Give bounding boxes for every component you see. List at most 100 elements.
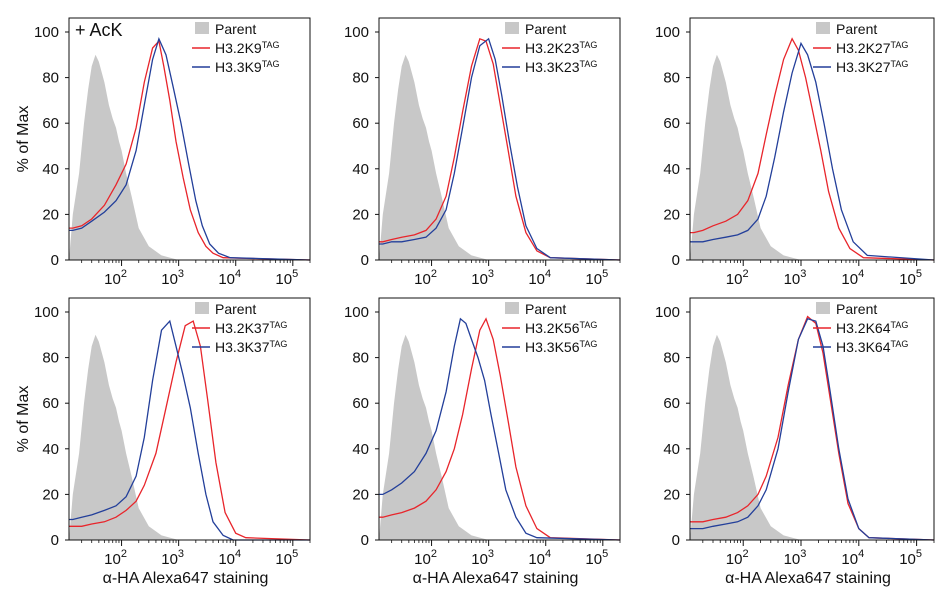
legend-label: Parent (836, 301, 877, 317)
legend-label: H3.2K23TAG (525, 40, 597, 56)
y-axis-label: % of Max (15, 386, 32, 453)
legend-label-base: H3.2K64 (836, 320, 891, 336)
y-tick-label: 60 (42, 115, 59, 132)
tick-base: 10 (471, 271, 488, 288)
y-tick-label: 80 (42, 350, 59, 367)
parent-histogram-area (379, 334, 620, 540)
parent-histogram-area (690, 54, 934, 260)
tick-base: 10 (218, 271, 235, 288)
series-line-h32k64 (690, 315, 935, 541)
series-line-h32k27 (690, 37, 935, 261)
y-tick-label: 40 (663, 441, 680, 458)
plot-frame (378, 17, 621, 261)
legend-swatch-parent (195, 302, 209, 314)
legend-label-base: H3.3K56 (525, 339, 580, 355)
x-tick-label: 104 (218, 548, 241, 568)
tick-exponent: 3 (488, 548, 494, 560)
plot-frame (68, 17, 311, 261)
tick-exponent: 2 (121, 548, 127, 560)
y-tick-label: 100 (34, 24, 59, 41)
tick-base: 10 (275, 551, 292, 568)
tick-exponent: 2 (742, 268, 748, 280)
x-tick-label: 104 (841, 268, 864, 288)
x-tick-label: 103 (784, 548, 807, 568)
legend-swatch-parent (195, 22, 209, 34)
legend-label: H3.2K9TAG (215, 40, 280, 56)
legend-label: Parent (525, 21, 566, 37)
x-tick-label: 102 (726, 268, 749, 288)
x-tick-label: 105 (585, 548, 608, 568)
y-axis-label: % of Max (15, 106, 32, 173)
x-axis-label: α-HA Alexa647 staining (413, 570, 579, 587)
legend-label-base: H3.2K56 (525, 320, 580, 336)
y-tick-label: 60 (352, 395, 369, 412)
y-tick-label: 100 (344, 24, 369, 41)
x-tick-label: 104 (528, 268, 551, 288)
tick-base: 10 (528, 271, 545, 288)
y-tick-label: 100 (344, 304, 369, 321)
tick-exponent: 2 (431, 268, 437, 280)
x-tick-label: 102 (104, 548, 127, 568)
tick-base: 10 (585, 551, 602, 568)
legend-label: H3.3K9TAG (215, 59, 280, 75)
y-tick-label: 0 (361, 532, 369, 549)
tick-base: 10 (726, 271, 743, 288)
plot-frame (689, 17, 935, 261)
tick-exponent: 4 (545, 268, 551, 280)
legend-label: H3.3K56TAG (525, 339, 597, 355)
legend: Parent H3.2K9TAG H3.3K9TAG (192, 21, 280, 75)
y-tick-label: 0 (51, 532, 59, 549)
tick-exponent: 3 (800, 268, 806, 280)
x-tick-label: 105 (899, 268, 922, 288)
legend-swatch-parent (505, 302, 519, 314)
y-tick-label: 40 (352, 441, 369, 458)
legend-label: H3.3K64TAG (836, 339, 908, 355)
y-tick-label: 80 (42, 70, 59, 87)
parent-histogram-area (69, 334, 310, 540)
legend-label-base: H3.3K9 (215, 59, 262, 75)
legend-label-base: Parent (215, 21, 256, 37)
x-axis-label: α-HA Alexa647 staining (725, 570, 891, 587)
y-tick-label: 80 (663, 70, 680, 87)
tick-exponent: 5 (916, 268, 922, 280)
x-tick-label: 103 (784, 268, 807, 288)
y-tick-label: 40 (42, 441, 59, 458)
legend-label-base: H3.3K27 (836, 59, 891, 75)
legend-label-superscript: TAG (579, 320, 597, 330)
x-axis-label: α-HA Alexa647 staining (103, 570, 269, 587)
x-tick-label: 102 (104, 268, 127, 288)
legend-label: H3.3K27TAG (836, 59, 908, 75)
tick-exponent: 5 (292, 268, 298, 280)
tick-base: 10 (161, 551, 178, 568)
x-tick-label: 105 (585, 268, 608, 288)
legend-label: Parent (215, 301, 256, 317)
tick-exponent: 2 (742, 548, 748, 560)
y-tick-label: 20 (352, 486, 369, 503)
legend-label-superscript: TAG (890, 59, 908, 69)
legend-label: H3.2K64TAG (836, 320, 908, 336)
series-line-h33k9 (69, 36, 311, 261)
tick-exponent: 4 (858, 548, 864, 560)
tick-exponent: 4 (235, 548, 241, 560)
series-line-h33k64 (690, 318, 935, 541)
x-tick-label: 105 (275, 548, 298, 568)
legend-label-superscript: TAG (262, 59, 280, 69)
legend-label-superscript: TAG (890, 339, 908, 349)
legend-label-superscript: TAG (890, 40, 908, 50)
legend-label-base: H3.3K64 (836, 339, 891, 355)
legend-label-base: Parent (525, 21, 566, 37)
legend-label-superscript: TAG (262, 40, 280, 50)
tick-exponent: 2 (121, 268, 127, 280)
y-tick-label: 0 (361, 252, 369, 269)
tick-exponent: 2 (431, 548, 437, 560)
y-tick-label: 60 (352, 115, 369, 132)
legend-label-superscript: TAG (890, 320, 908, 330)
